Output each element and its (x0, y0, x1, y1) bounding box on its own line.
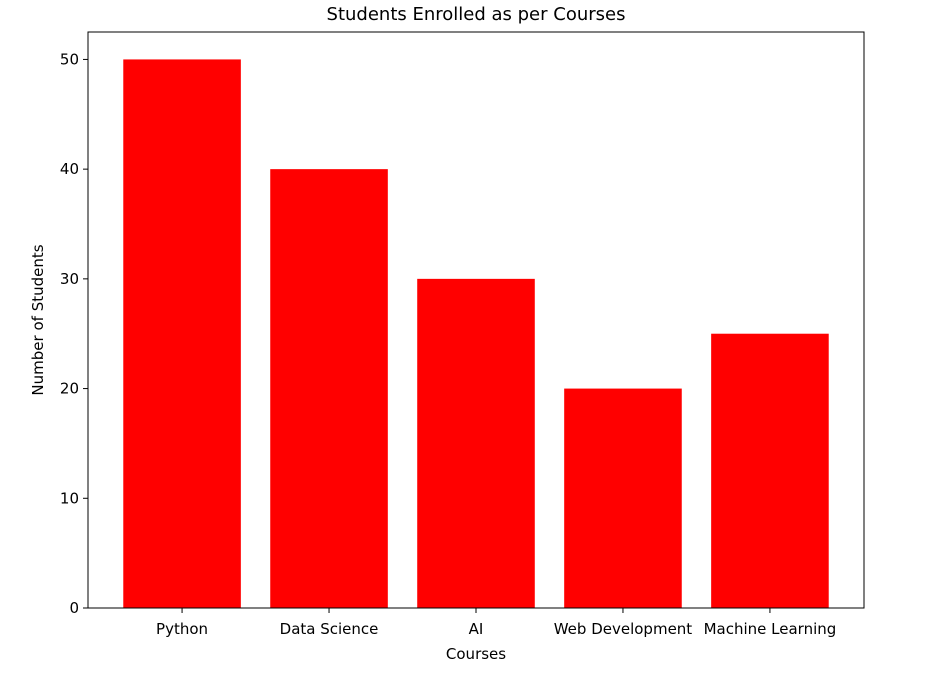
x-tick-label: Data Science (280, 620, 379, 638)
bar-machine-learning (711, 333, 829, 608)
x-tick-label: AI (469, 620, 484, 638)
bar-data-science (270, 169, 388, 608)
y-axis-ticks: 0 10 20 30 40 50 (60, 50, 88, 617)
x-tick-label: Web Development (554, 620, 693, 638)
y-tick-label: 0 (69, 599, 79, 617)
bar-ai (417, 278, 535, 608)
y-tick-label: 40 (60, 160, 79, 178)
x-axis-ticks: Python Data Science AI Web Development Machi… (156, 608, 836, 638)
x-tick-label: Machine Learning (704, 620, 837, 638)
bars-group (123, 59, 829, 608)
y-tick-label: 50 (60, 50, 79, 68)
x-tick-label: Python (156, 620, 208, 638)
x-axis-label: Courses (446, 645, 506, 663)
chart-title: Students Enrolled as per Courses (327, 4, 626, 25)
y-tick-label: 10 (60, 489, 79, 507)
bar-web-development (564, 388, 682, 608)
y-tick-label: 20 (60, 380, 79, 398)
y-tick-label: 30 (60, 270, 79, 288)
plot-frame (87, 31, 865, 609)
y-axis-label: Number of Students (29, 244, 47, 395)
bar-python (123, 59, 241, 608)
